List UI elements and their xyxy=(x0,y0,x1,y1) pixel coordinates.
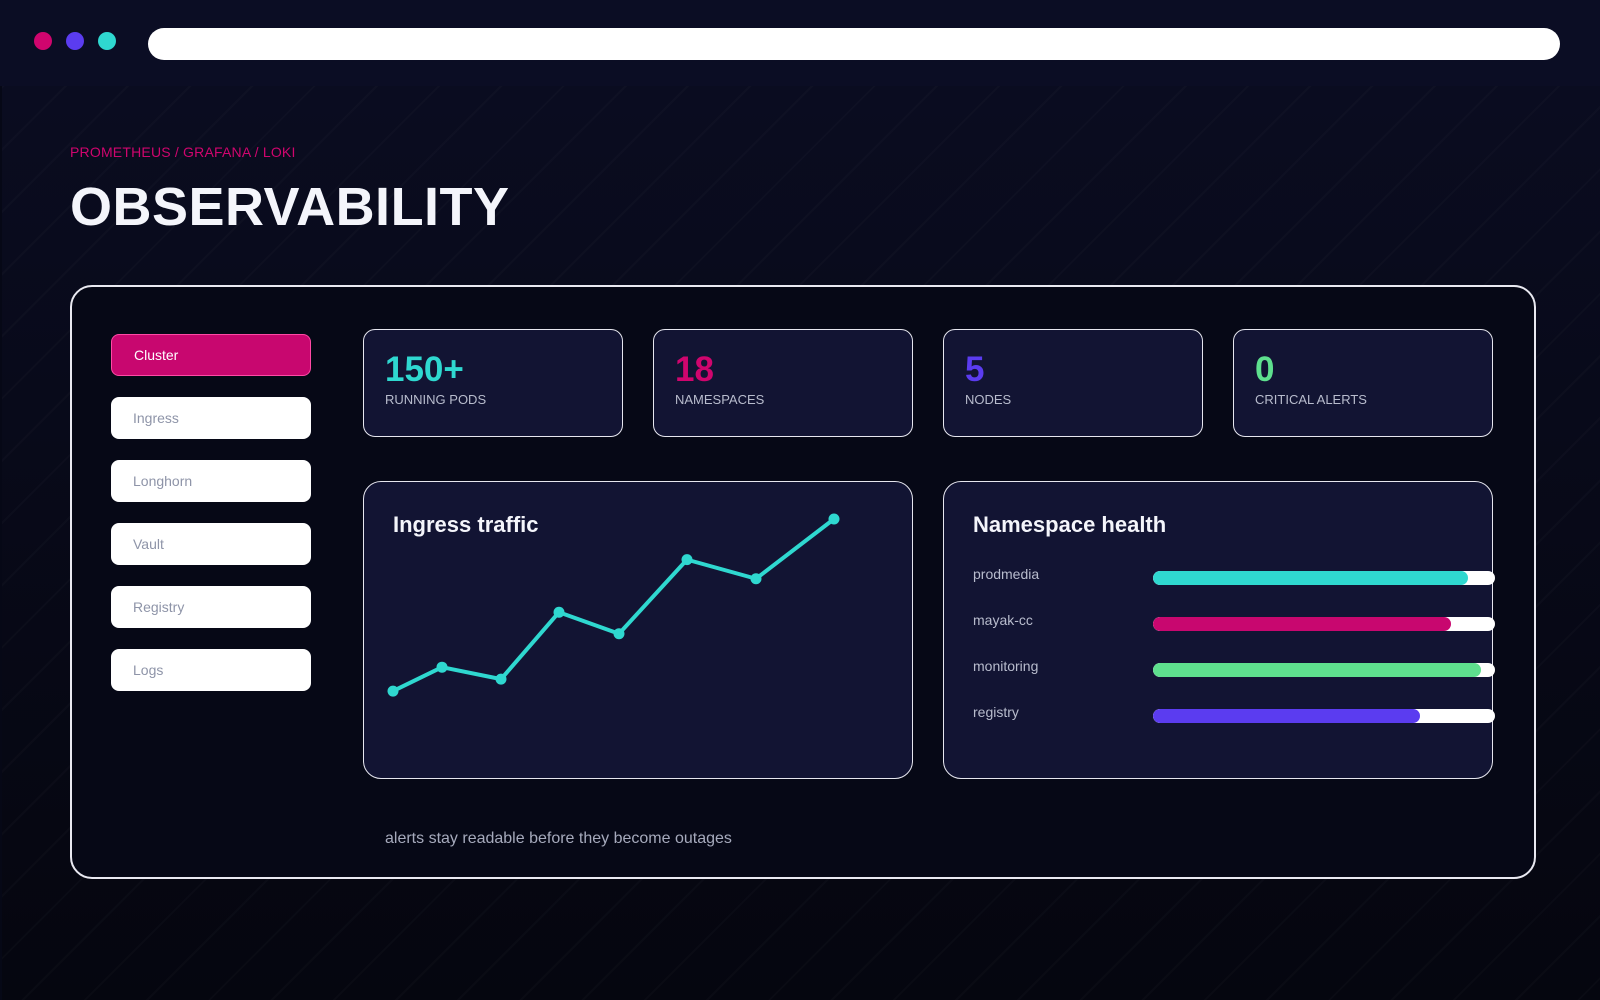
sidebar-item-longhorn[interactable]: Longhorn xyxy=(111,460,311,502)
health-bar-track xyxy=(1153,709,1495,723)
stat-card-nodes: 5 NODES xyxy=(943,329,1203,437)
stat-label: CRITICAL ALERTS xyxy=(1255,392,1367,407)
minimize-dot[interactable] xyxy=(66,32,84,50)
health-bar-track xyxy=(1153,617,1495,631)
breadcrumb: PROMETHEUS / GRAFANA / LOKI xyxy=(70,144,296,160)
traffic-point[interactable] xyxy=(681,554,693,566)
health-bar-fill xyxy=(1153,663,1482,677)
traffic-point[interactable] xyxy=(495,673,507,685)
page-title: OBSERVABILITY xyxy=(70,177,510,237)
dashboard-panel: Cluster Ingress Longhorn Vault Registry … xyxy=(70,285,1536,879)
traffic-point[interactable] xyxy=(553,606,565,618)
health-row-mayak-cc: mayak-cc xyxy=(973,612,1495,632)
card-title: Ingress traffic xyxy=(393,512,539,537)
card-title: Namespace health xyxy=(973,512,1167,537)
health-row-prodmedia: prodmedia xyxy=(973,566,1495,586)
sidebar-item-logs[interactable]: Logs xyxy=(111,649,311,691)
namespace-name: registry xyxy=(973,704,1019,720)
namespace-name: monitoring xyxy=(973,658,1039,674)
stat-card-namespaces: 18 NAMESPACES xyxy=(653,329,913,437)
ingress-traffic-card: Ingress traffic xyxy=(363,481,913,779)
health-bar-fill xyxy=(1153,709,1420,723)
stat-card-running-pods: 150+ RUNNING PODS xyxy=(363,329,623,437)
stat-card-critical-alerts: 0 CRITICAL ALERTS xyxy=(1233,329,1493,437)
address-bar[interactable] xyxy=(148,28,1560,60)
namespace-name: prodmedia xyxy=(973,566,1040,582)
health-bar-fill xyxy=(1153,571,1468,585)
stat-label: NAMESPACES xyxy=(675,392,765,407)
page-content: PROMETHEUS / GRAFANA / LOKI OBSERVABILIT… xyxy=(2,86,1600,1000)
traffic-point[interactable] xyxy=(613,628,625,640)
stat-value: 5 xyxy=(965,350,985,389)
stat-label: RUNNING PODS xyxy=(385,392,487,407)
sidebar-item-vault[interactable]: Vault xyxy=(111,523,311,565)
traffic-point[interactable] xyxy=(436,661,448,673)
stat-value: 150+ xyxy=(385,350,464,389)
sidebar-item-cluster[interactable]: Cluster xyxy=(111,334,311,376)
footer-note: alerts stay readable before they become … xyxy=(385,830,732,847)
sidebar-item-ingress[interactable]: Ingress xyxy=(111,397,311,439)
ingress-traffic-chart xyxy=(387,513,840,697)
health-row-registry: registry xyxy=(973,704,1495,724)
health-row-monitoring: monitoring xyxy=(973,658,1495,678)
namespace-name: mayak-cc xyxy=(973,612,1033,628)
health-bar-fill xyxy=(1153,617,1451,631)
traffic-point[interactable] xyxy=(387,685,399,697)
stat-value: 0 xyxy=(1255,350,1275,389)
health-bar-track xyxy=(1153,663,1495,677)
sidebar-item-registry[interactable]: Registry xyxy=(111,586,311,628)
maximize-dot[interactable] xyxy=(98,32,116,50)
namespace-health-card: Namespace health prodmedia mayak-cc moni… xyxy=(943,481,1495,779)
traffic-line xyxy=(392,517,836,693)
health-bar-track xyxy=(1153,571,1495,585)
stat-label: NODES xyxy=(965,392,1012,407)
traffic-point[interactable] xyxy=(750,573,762,585)
stat-value: 18 xyxy=(675,350,714,389)
close-dot[interactable] xyxy=(34,32,52,50)
traffic-point[interactable] xyxy=(828,513,840,525)
browser-toolbar xyxy=(0,0,1600,86)
